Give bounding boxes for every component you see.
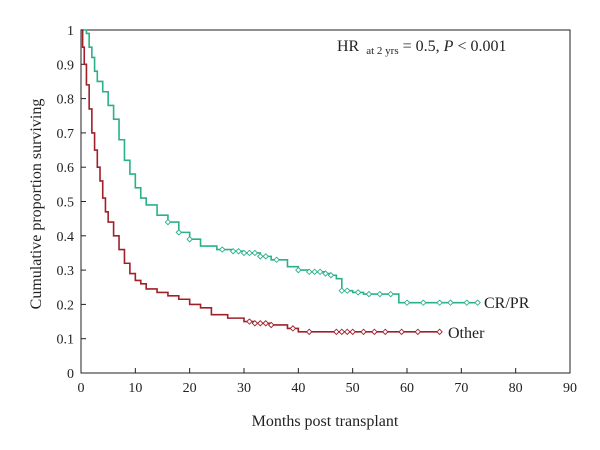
censor-marker [414,328,422,336]
censor-marker [338,328,346,336]
censor-marker [398,328,405,336]
censor-marker [365,290,373,298]
censor-marker [474,299,481,306]
censor-marker [229,247,237,255]
censor-marker [186,235,193,243]
x-axis: 0 10 20 30 40 50 60 70 80 90 [78,368,577,396]
censor-marker [371,328,378,336]
censor-marker [338,287,346,294]
p-value: < 0.001 [457,38,506,55]
series-label-cr-pr: CR/PR [484,295,530,312]
censor-marker [436,299,443,306]
hr-equals: = 0.5, [403,38,444,55]
censor-marker [289,325,297,332]
censor-marker [343,328,351,336]
x-axis-label: Months post transplant [252,413,399,430]
y-tick-label: 0.8 [57,93,75,108]
y-tick-label: 0.2 [57,298,75,313]
censor-marker [382,328,389,336]
series-other [81,29,443,336]
censor-marker [349,328,356,336]
censor-marker [360,328,367,336]
censor-marker [420,299,427,306]
x-tick-label: 10 [128,381,142,396]
censor-marker [316,268,324,276]
censor-marker [343,287,351,294]
censor-marker [305,328,313,336]
hr-annotation: HR at 2 yrs = 0.5, P < 0.001 [337,38,506,58]
x-tick-label: 0 [78,381,85,396]
censor-marker [251,249,259,257]
survival-curve-cr-pr [81,29,478,304]
plot-border [80,29,571,374]
censor-marker [219,246,226,253]
x-tick-label: 80 [509,381,523,396]
plot-frame [80,29,571,374]
censor-marker [387,290,394,298]
censor-marker [376,290,384,298]
y-tick-label: 0.1 [57,333,75,348]
hr-subscript: at 2 yrs [366,45,398,57]
p-symbol: P [443,38,454,55]
censor-marker [262,320,269,327]
series-layer [81,29,481,336]
x-tick-label: 40 [291,381,305,396]
x-tick-label: 60 [400,381,414,396]
censor-marker [333,328,340,336]
series-label-other: Other [448,325,485,342]
y-tick-label: 0.6 [57,161,75,176]
censor-marker [246,249,253,257]
y-tick-label: 0 [67,367,74,382]
y-tick-label: 0.9 [57,58,75,73]
censor-marker [240,249,248,257]
y-tick-label: 0.7 [57,127,75,142]
hr-text: HR [337,38,360,55]
censor-marker [436,328,443,336]
censor-marker [164,218,172,226]
y-axis: 0 0.1 0.2 0.3 0.4 0.5 0.6 0.7 0.8 0.9 1 [57,24,86,382]
censor-marker [273,256,280,264]
x-tick-label: 50 [346,381,360,396]
censor-marker [463,299,471,306]
censor-marker [257,253,264,260]
x-tick-label: 90 [563,381,577,396]
censor-marker [267,321,275,329]
censor-marker [246,318,253,325]
y-tick-label: 0.3 [57,264,75,279]
censor-marker [295,266,302,274]
x-tick-label: 20 [183,381,197,396]
censor-marker [235,247,242,255]
x-tick-label: 30 [237,381,251,396]
censor-marker [311,268,318,276]
censor-marker [447,299,454,306]
x-tick-label: 70 [454,381,468,396]
series-cr-pr [81,29,481,306]
censor-marker [251,320,259,327]
y-tick-label: 0.5 [57,196,75,211]
y-tick-label: 1 [67,24,74,39]
censor-marker [175,229,183,236]
censor-marker [322,270,329,277]
censor-marker [354,289,362,296]
y-tick-label: 0.4 [57,230,75,245]
censor-marker [262,253,269,260]
censor-marker [305,268,313,276]
censor-marker [327,272,335,279]
censor-marker [257,320,264,327]
censor-marker [403,299,411,306]
y-axis-label: Cumulative proportion surviving [28,99,45,310]
